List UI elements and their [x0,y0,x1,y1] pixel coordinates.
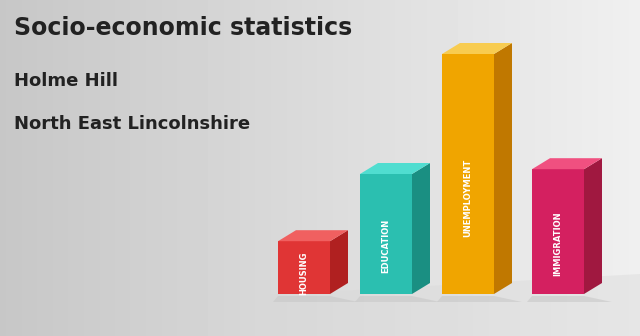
Polygon shape [494,43,512,294]
Polygon shape [412,163,430,294]
Text: Holme Hill: Holme Hill [14,72,118,90]
Text: UNEMPLOYMENT: UNEMPLOYMENT [463,159,472,237]
Text: Socio-economic statistics: Socio-economic statistics [14,16,352,40]
Text: IMMIGRATION: IMMIGRATION [554,212,563,277]
Polygon shape [278,241,330,294]
Polygon shape [360,163,430,174]
Polygon shape [442,54,494,294]
Polygon shape [437,296,522,302]
Polygon shape [355,296,440,302]
Text: EDUCATION: EDUCATION [381,219,390,273]
Polygon shape [273,296,358,302]
Polygon shape [532,169,584,294]
Polygon shape [442,43,512,54]
Polygon shape [360,174,412,294]
Polygon shape [250,274,640,336]
Polygon shape [278,230,348,241]
Text: HOUSING: HOUSING [300,251,308,295]
Polygon shape [532,158,602,169]
Polygon shape [527,296,612,302]
Polygon shape [584,158,602,294]
Polygon shape [330,230,348,294]
Text: North East Lincolnshire: North East Lincolnshire [14,115,250,133]
